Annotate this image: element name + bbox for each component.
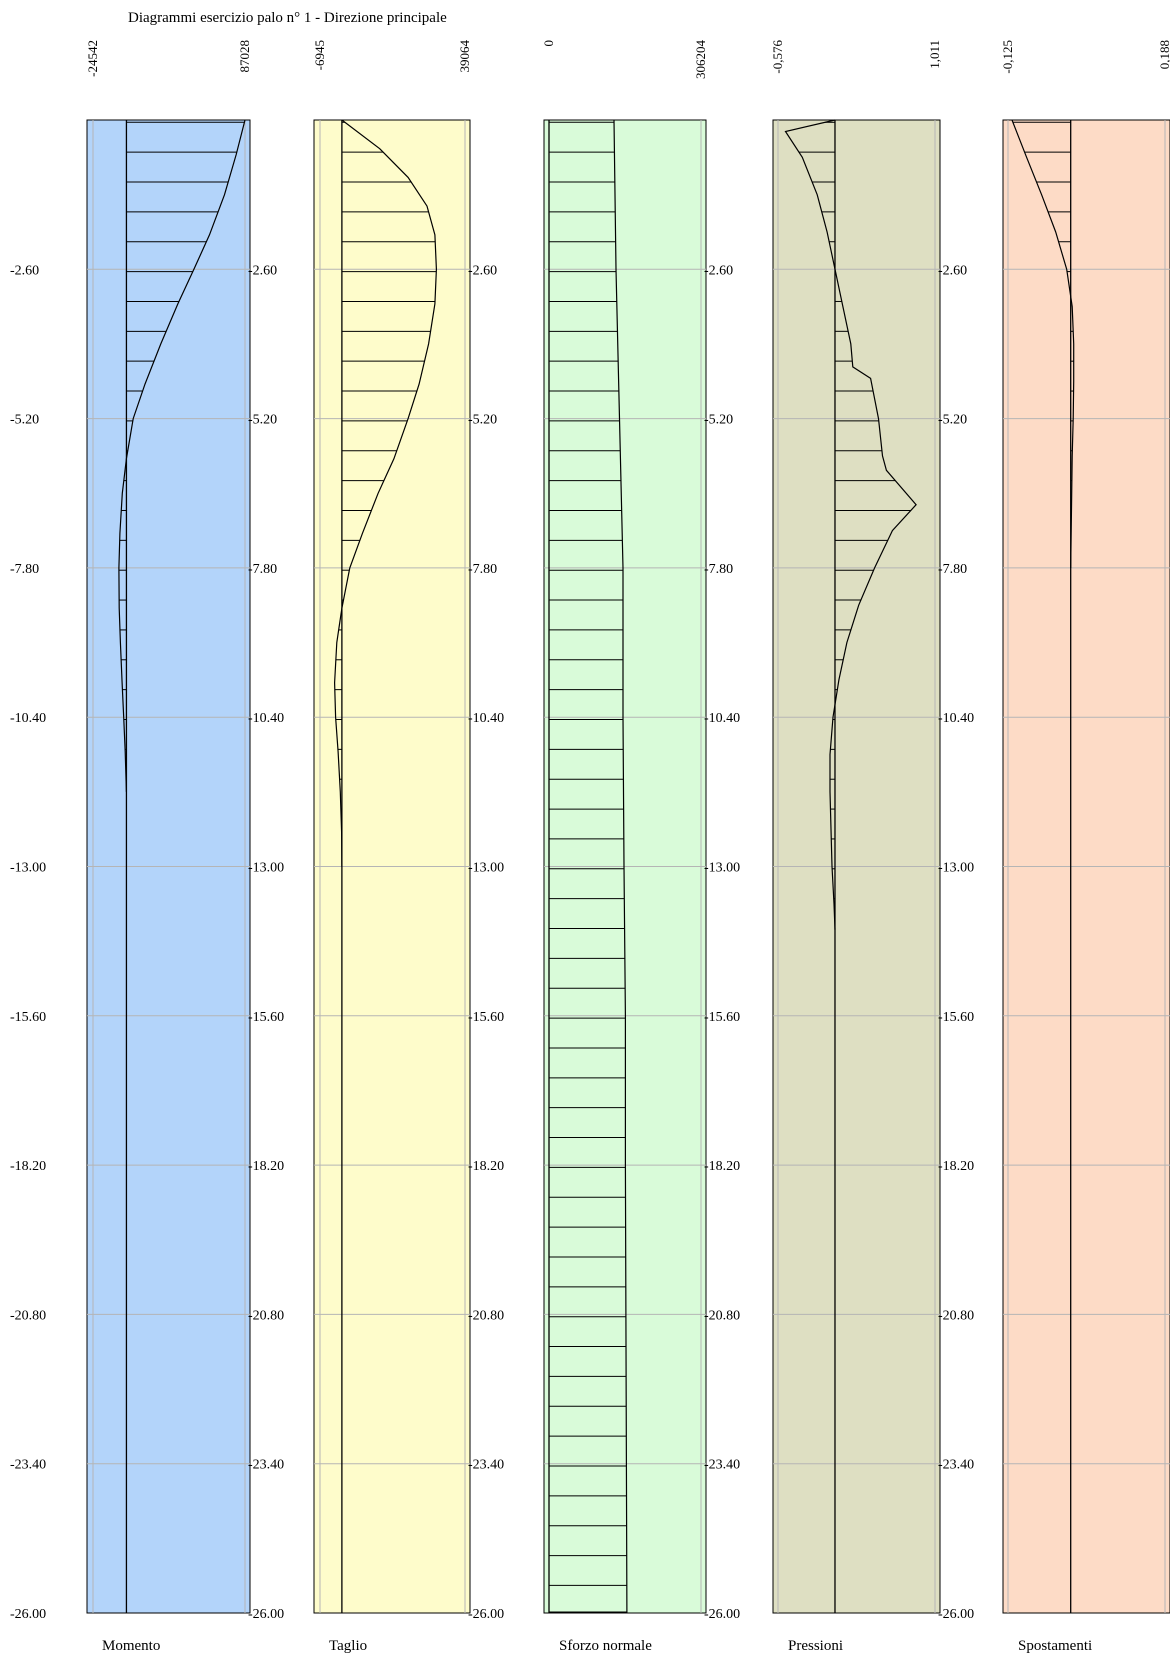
series-line [1011,119,1075,568]
y-tick-label: -23.40 [10,1458,46,1473]
y-tick-label: -23.40 [248,1458,284,1473]
x-max-label: 1,011 [927,40,942,69]
y-tick-label: -26.00 [468,1607,504,1622]
panel-pressioni: -0,576 1,011 -2.60 -5.20 -7.80 -10.40 -13.00 -1… [704,40,942,1654]
x-min-label: -0,125 [1000,40,1015,74]
y-tick-label: -7.80 [248,562,277,577]
y-tick-label: -18.20 [248,1159,284,1174]
series-line [333,119,438,867]
y-tick-label: -26.00 [248,1607,284,1622]
y-tick-label: -7.80 [10,562,39,577]
chart-title: Diagrammi esercizio palo n° 1 - Direzion… [128,10,447,26]
y-tick-label: -20.80 [10,1308,46,1323]
x-min-label: -24542 [85,40,100,77]
x-min-label: -6945 [312,40,327,70]
y-tick-label: -7.80 [704,562,733,577]
panel-spostamenti: -0,125 0,188 -2.60 -5.20 -7.80 -10.40 -13.00 -1… [938,40,1170,1654]
y-tick-label: -15.60 [10,1010,46,1025]
panel-name-label: Momento [102,1638,160,1654]
y-tick-label: -23.40 [938,1458,974,1473]
y-tick-label: -13.00 [468,861,504,876]
panels-layer: -24542 87028 -2.60 -5.20 -7.80 -10.40 -13.00 -1… [10,40,1170,1655]
y-tick-label: -13.00 [248,861,284,876]
y-tick-label: -20.80 [248,1308,284,1323]
y-tick-label: -18.20 [468,1159,504,1174]
y-tick-label: -5.20 [248,413,277,428]
y-tick-label: -23.40 [468,1458,504,1473]
y-tick-label: -2.60 [704,263,733,278]
y-tick-label: -5.20 [10,413,39,428]
y-tick-label: -20.80 [468,1308,504,1323]
y-tick-label: -13.00 [704,861,740,876]
y-tick-label: -2.60 [248,263,277,278]
y-tick-label: -2.60 [10,263,39,278]
y-tick-label: -20.80 [704,1308,740,1323]
panel-name-label: Sforzo normale [559,1638,652,1654]
x-max-label: 306204 [693,40,708,80]
y-tick-label: -26.00 [938,1607,974,1622]
y-tick-label: -10.40 [468,711,504,726]
y-tick-label: -18.20 [704,1159,740,1174]
y-tick-label: -10.40 [10,711,46,726]
y-tick-label: -23.40 [704,1458,740,1473]
y-tick-label: -15.60 [248,1010,284,1025]
y-tick-label: -7.80 [468,562,497,577]
y-tick-label: -20.80 [938,1308,974,1323]
y-tick-label: -2.60 [938,263,967,278]
x-min-label: 0 [541,40,556,47]
y-tick-label: -5.20 [704,413,733,428]
x-max-label: 0,188 [1157,40,1170,69]
y-tick-label: -18.20 [938,1159,974,1174]
y-tick-label: -10.40 [938,711,974,726]
series-line [784,119,917,930]
y-tick-label: -5.20 [468,413,497,428]
y-tick-label: -15.60 [468,1010,504,1025]
x-max-label: 87028 [237,40,252,73]
y-tick-label: -10.40 [248,711,284,726]
y-tick-label: -2.60 [468,263,497,278]
y-tick-label: -7.80 [938,562,967,577]
y-tick-label: -15.60 [704,1010,740,1025]
x-max-label: 39064 [457,40,472,73]
y-tick-label: -13.00 [938,861,974,876]
panel-momento: -24542 87028 -2.60 -5.20 -7.80 -10.40 -13.00 -1… [10,40,252,1654]
panel-sforzo-normale: 0 306204 -2.60 -5.20 -7.80 -10.40 -13.00 -15.60… [468,40,708,1655]
y-tick-label: -13.00 [10,861,46,876]
y-tick-label: -15.60 [938,1010,974,1025]
panel-name-label: Taglio [329,1638,367,1654]
y-tick-label: -26.00 [10,1607,46,1622]
panel-name-label: Pressioni [788,1638,843,1654]
y-tick-label: -18.20 [10,1159,46,1174]
panel-taglio: -6945 39064 -2.60 -5.20 -7.80 -10.40 -13.00 -15… [248,40,472,1655]
series-line [613,119,628,1614]
panel-name-label: Spostamenti [1018,1638,1092,1654]
y-tick-label: -10.40 [704,711,740,726]
y-tick-label: -5.20 [938,413,967,428]
y-tick-label: -26.00 [704,1607,740,1622]
x-min-label: -0,576 [770,40,785,74]
